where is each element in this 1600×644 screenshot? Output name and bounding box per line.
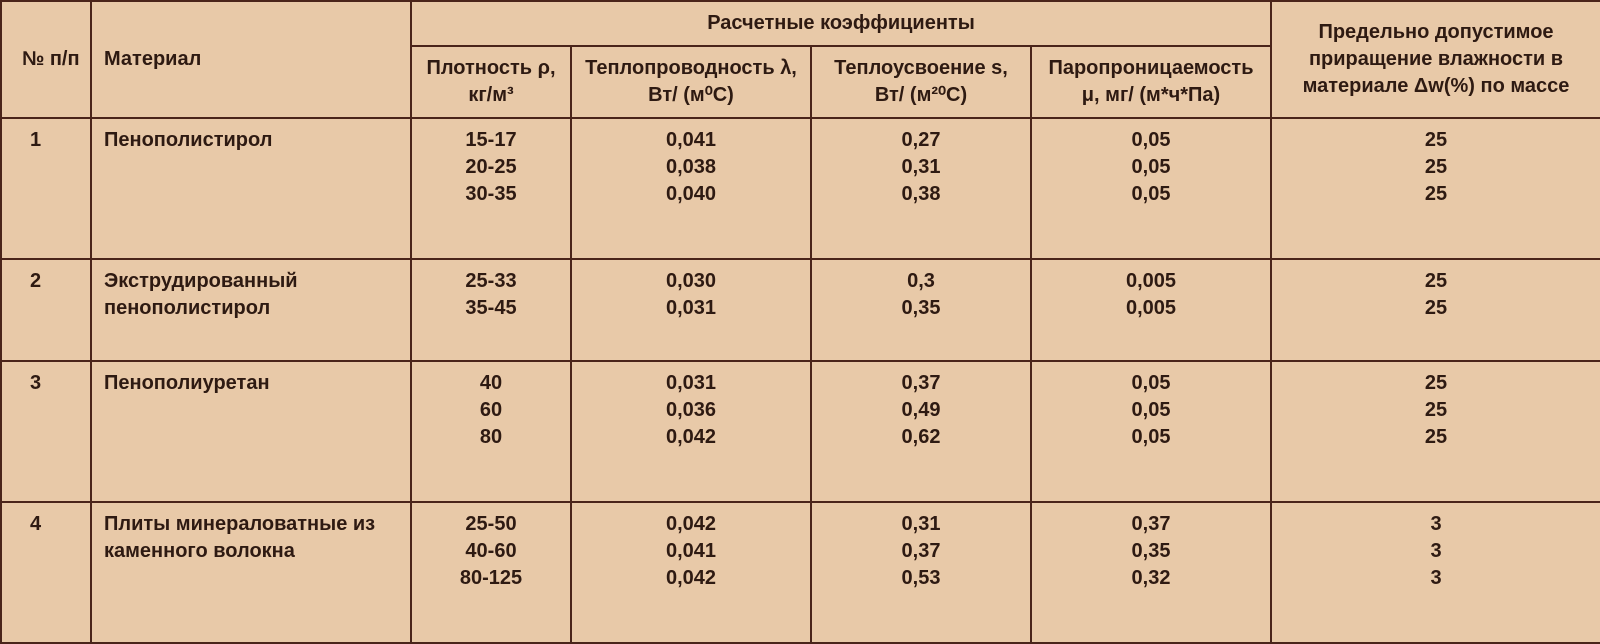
cell-dw-value: 3 (1282, 511, 1590, 538)
cell-mu-value: 0,05 (1042, 370, 1260, 397)
col-header-dw: Предельно допустимое приращение влажност… (1271, 1, 1600, 118)
cell-density-value: 30-35 (422, 181, 560, 208)
cell-lambda-value: 0,031 (582, 370, 800, 397)
cell-mu-value: 0,05 (1042, 397, 1260, 424)
cell-s-value: 0,35 (822, 295, 1020, 322)
col-header-coeff-group: Расчетные коэффициенты (411, 1, 1271, 46)
cell-s-value: 0,31 (822, 511, 1020, 538)
cell-mu-value: 0,05 (1042, 424, 1260, 451)
cell-dw: 333 (1271, 502, 1600, 643)
cell-dw-value: 25 (1282, 127, 1590, 154)
table-row: 4Плиты минераловатные из каменного волок… (1, 502, 1600, 643)
cell-s-value: 0,27 (822, 127, 1020, 154)
cell-index: 1 (1, 118, 91, 259)
cell-density-value: 25-33 (422, 268, 560, 295)
col-header-lambda: Теплопроводность λ, Вт/ (м⁰С) (571, 46, 811, 118)
cell-lambda: 0,0410,0380,040 (571, 118, 811, 259)
col-header-s: Теплоусвоение s, Вт/ (м²⁰С) (811, 46, 1031, 118)
cell-density-value: 35-45 (422, 295, 560, 322)
cell-mu: 0,0050,005 (1031, 259, 1271, 361)
cell-s: 0,270,310,38 (811, 118, 1031, 259)
cell-mu-value: 0,37 (1042, 511, 1260, 538)
cell-dw-value: 25 (1282, 424, 1590, 451)
cell-density-value: 25-50 (422, 511, 560, 538)
cell-s: 0,310,370,53 (811, 502, 1031, 643)
cell-s-value: 0,31 (822, 154, 1020, 181)
cell-lambda-value: 0,041 (582, 127, 800, 154)
cell-mu: 0,050,050,05 (1031, 361, 1271, 502)
cell-s-value: 0,3 (822, 268, 1020, 295)
cell-s-value: 0,62 (822, 424, 1020, 451)
cell-dw-value: 25 (1282, 268, 1590, 295)
cell-density-value: 40-60 (422, 538, 560, 565)
cell-density-value: 80-125 (422, 565, 560, 592)
cell-mu-value: 0,32 (1042, 565, 1260, 592)
table-row: 1Пенополистирол15-1720-2530-350,0410,038… (1, 118, 1600, 259)
cell-mu-value: 0,35 (1042, 538, 1260, 565)
cell-density-value: 20-25 (422, 154, 560, 181)
cell-dw-value: 3 (1282, 538, 1590, 565)
cell-density-value: 40 (422, 370, 560, 397)
cell-dw-value: 25 (1282, 154, 1590, 181)
cell-lambda-value: 0,030 (582, 268, 800, 295)
cell-dw: 2525 (1271, 259, 1600, 361)
cell-index: 4 (1, 502, 91, 643)
cell-density-value: 60 (422, 397, 560, 424)
materials-table: № п/п Материал Расчетные коэффициенты Пр… (0, 0, 1600, 644)
cell-material: Экструдированный пенополистирол (91, 259, 411, 361)
cell-lambda-value: 0,031 (582, 295, 800, 322)
cell-dw-value: 3 (1282, 565, 1590, 592)
cell-mu-value: 0,05 (1042, 181, 1260, 208)
cell-density: 406080 (411, 361, 571, 502)
cell-lambda: 0,0310,0360,042 (571, 361, 811, 502)
col-header-index: № п/п (1, 1, 91, 118)
cell-lambda-value: 0,042 (582, 565, 800, 592)
table-row: 3Пенополиуретан4060800,0310,0360,0420,37… (1, 361, 1600, 502)
cell-s-value: 0,49 (822, 397, 1020, 424)
cell-material: Пенополиуретан (91, 361, 411, 502)
cell-lambda-value: 0,040 (582, 181, 800, 208)
table-container: № п/п Материал Расчетные коэффициенты Пр… (0, 0, 1600, 644)
col-header-material: Материал (91, 1, 411, 118)
cell-lambda-value: 0,041 (582, 538, 800, 565)
cell-density-value: 80 (422, 424, 560, 451)
cell-mu-value: 0,05 (1042, 154, 1260, 181)
cell-dw-value: 25 (1282, 295, 1590, 322)
cell-s-value: 0,53 (822, 565, 1020, 592)
col-header-mu: Паропроницаемость μ, мг/ (м*ч*Па) (1031, 46, 1271, 118)
cell-index: 3 (1, 361, 91, 502)
cell-density: 25-5040-6080-125 (411, 502, 571, 643)
cell-s-value: 0,38 (822, 181, 1020, 208)
cell-s: 0,30,35 (811, 259, 1031, 361)
cell-material: Пенополистирол (91, 118, 411, 259)
cell-mu: 0,050,050,05 (1031, 118, 1271, 259)
cell-density-value: 15-17 (422, 127, 560, 154)
cell-dw: 252525 (1271, 361, 1600, 502)
cell-mu-value: 0,05 (1042, 127, 1260, 154)
cell-lambda-value: 0,042 (582, 424, 800, 451)
cell-s-value: 0,37 (822, 538, 1020, 565)
cell-density: 15-1720-2530-35 (411, 118, 571, 259)
cell-s: 0,370,490,62 (811, 361, 1031, 502)
cell-dw: 252525 (1271, 118, 1600, 259)
cell-index: 2 (1, 259, 91, 361)
cell-dw-value: 25 (1282, 370, 1590, 397)
table-row: 2Экструдированный пенополистирол25-3335-… (1, 259, 1600, 361)
header-row-1: № п/п Материал Расчетные коэффициенты Пр… (1, 1, 1600, 46)
cell-lambda: 0,0300,031 (571, 259, 811, 361)
cell-lambda-value: 0,042 (582, 511, 800, 538)
cell-mu: 0,370,350,32 (1031, 502, 1271, 643)
cell-dw-value: 25 (1282, 397, 1590, 424)
cell-mu-value: 0,005 (1042, 268, 1260, 295)
cell-lambda: 0,0420,0410,042 (571, 502, 811, 643)
cell-s-value: 0,37 (822, 370, 1020, 397)
cell-material: Плиты минераловатные из каменного волокн… (91, 502, 411, 643)
cell-lambda-value: 0,036 (582, 397, 800, 424)
col-header-density: Плотность ρ, кг/м³ (411, 46, 571, 118)
cell-density: 25-3335-45 (411, 259, 571, 361)
table-body: 1Пенополистирол15-1720-2530-350,0410,038… (1, 118, 1600, 643)
cell-dw-value: 25 (1282, 181, 1590, 208)
cell-lambda-value: 0,038 (582, 154, 800, 181)
cell-mu-value: 0,005 (1042, 295, 1260, 322)
